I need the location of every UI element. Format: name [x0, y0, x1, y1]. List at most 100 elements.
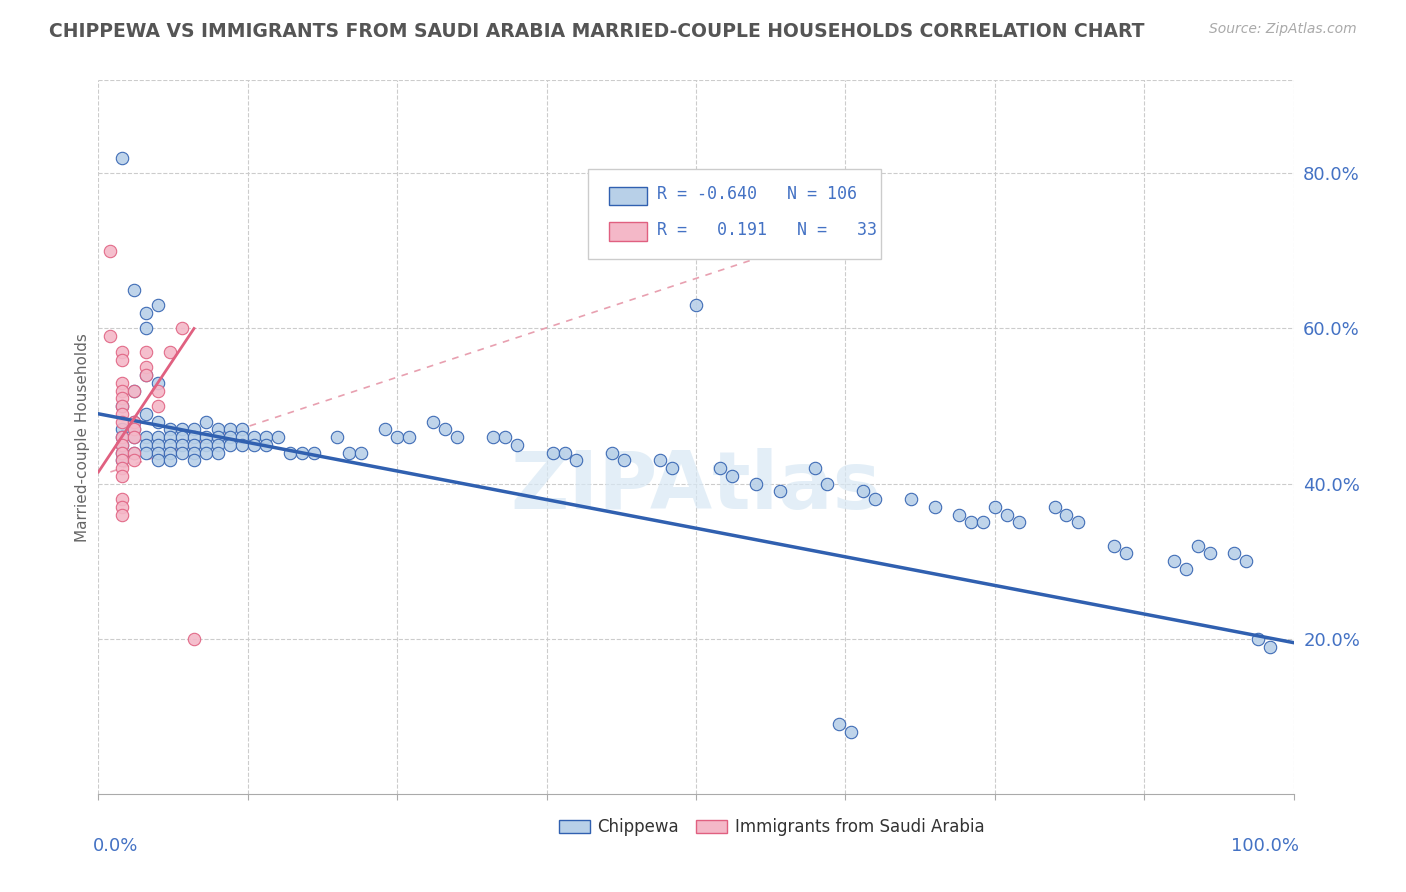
Point — [207, 422, 229, 436]
Point — [554, 445, 576, 459]
Point — [374, 422, 396, 436]
Point — [685, 298, 707, 312]
Point — [111, 344, 134, 359]
Point — [243, 430, 266, 444]
Point — [565, 453, 588, 467]
Bar — [609, 222, 647, 241]
Point — [159, 438, 181, 452]
Point — [111, 500, 134, 514]
Point — [195, 430, 218, 444]
Point — [148, 445, 170, 459]
Point — [841, 724, 863, 739]
Point — [172, 430, 194, 444]
Point — [159, 422, 181, 436]
Point — [148, 453, 170, 467]
Point — [148, 438, 170, 452]
Point — [124, 445, 146, 459]
Point — [124, 384, 146, 398]
Point — [135, 445, 157, 459]
Point — [111, 453, 134, 467]
Point — [709, 461, 731, 475]
Point — [350, 445, 373, 459]
Point — [1199, 546, 1222, 560]
Point — [339, 445, 361, 459]
Point — [111, 415, 134, 429]
Point — [828, 717, 851, 731]
Point — [815, 476, 838, 491]
Point — [1175, 562, 1198, 576]
Point — [494, 430, 516, 444]
Point — [135, 321, 157, 335]
Point — [254, 430, 277, 444]
Point — [195, 438, 218, 452]
Point — [124, 453, 146, 467]
Point — [434, 422, 457, 436]
Point — [768, 484, 790, 499]
Point — [124, 422, 146, 436]
Point — [195, 415, 218, 429]
Point — [111, 492, 134, 507]
Point — [124, 283, 146, 297]
Point — [111, 438, 134, 452]
FancyBboxPatch shape — [589, 169, 882, 259]
Point — [219, 422, 242, 436]
Point — [148, 376, 170, 390]
Point — [254, 438, 277, 452]
Point — [1067, 516, 1090, 530]
Point — [195, 445, 218, 459]
Point — [111, 352, 134, 367]
Point — [924, 500, 946, 514]
Point — [135, 360, 157, 375]
Y-axis label: Married-couple Households: Married-couple Households — [75, 333, 90, 541]
Point — [1223, 546, 1246, 560]
Point — [135, 438, 157, 452]
Point — [1056, 508, 1078, 522]
Point — [1115, 546, 1137, 560]
Point — [111, 453, 134, 467]
Point — [124, 384, 146, 398]
Point — [398, 430, 420, 444]
Bar — [558, 821, 589, 833]
Point — [172, 438, 194, 452]
Point — [1258, 640, 1281, 654]
Point — [207, 430, 229, 444]
Point — [278, 445, 301, 459]
Point — [111, 438, 134, 452]
Point — [111, 508, 134, 522]
Point — [111, 376, 134, 390]
Point — [243, 438, 266, 452]
Point — [446, 430, 468, 444]
Text: Immigrants from Saudi Arabia: Immigrants from Saudi Arabia — [735, 818, 986, 836]
Point — [291, 445, 314, 459]
Text: CHIPPEWA VS IMMIGRANTS FROM SAUDI ARABIA MARRIED-COUPLE HOUSEHOLDS CORRELATION C: CHIPPEWA VS IMMIGRANTS FROM SAUDI ARABIA… — [49, 22, 1144, 41]
Text: R = -0.640   N = 106: R = -0.640 N = 106 — [657, 186, 856, 203]
Point — [111, 468, 134, 483]
Point — [422, 415, 444, 429]
Point — [231, 438, 253, 452]
Point — [124, 430, 146, 444]
Text: 100.0%: 100.0% — [1232, 837, 1299, 855]
Point — [111, 430, 134, 444]
Point — [865, 492, 887, 507]
Point — [900, 492, 922, 507]
Point — [183, 632, 205, 646]
Point — [661, 461, 683, 475]
Point — [207, 445, 229, 459]
Point — [972, 516, 994, 530]
Point — [111, 384, 134, 398]
Point — [111, 399, 134, 413]
Point — [135, 306, 157, 320]
Point — [219, 430, 242, 444]
Point — [111, 422, 134, 436]
Bar — [696, 821, 727, 833]
Text: R =   0.191   N =   33: R = 0.191 N = 33 — [657, 221, 876, 239]
Point — [995, 508, 1018, 522]
Point — [960, 516, 983, 530]
Point — [613, 453, 636, 467]
Bar — [609, 186, 647, 205]
Point — [172, 321, 194, 335]
Point — [1104, 539, 1126, 553]
Point — [124, 445, 146, 459]
Point — [111, 461, 134, 475]
Point — [111, 399, 134, 413]
